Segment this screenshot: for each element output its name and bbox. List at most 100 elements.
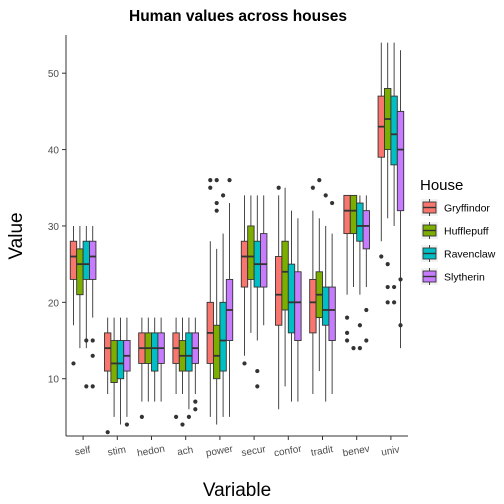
outlier-point — [90, 353, 95, 358]
legend-label: Hufflepuff — [444, 226, 489, 238]
y-axis: 10 20 30 40 50 — [48, 35, 67, 436]
x-tick-label: ach — [176, 445, 194, 459]
outlier-point — [344, 338, 350, 343]
box-ravenclaw — [356, 202, 364, 242]
box-ravenclaw — [287, 263, 296, 334]
outlier-point — [173, 414, 179, 420]
outlier-point — [214, 178, 219, 183]
outlier-point — [84, 384, 89, 389]
outlier-point — [90, 384, 95, 389]
x-tick-label: power — [205, 444, 234, 460]
box-slytherin — [396, 110, 405, 212]
outlier-point — [193, 399, 198, 404]
box-ravenclaw — [219, 301, 227, 372]
outlier-point — [221, 193, 226, 198]
x-tick-label: secur — [241, 444, 268, 459]
y-axis-title: Value — [6, 212, 27, 259]
box-gryffindor — [275, 256, 283, 326]
box-ravenclaw — [82, 240, 90, 280]
outlier-point — [357, 323, 363, 328]
outlier-point — [330, 200, 335, 206]
outlier-point — [351, 346, 356, 351]
outlier-point — [71, 361, 76, 366]
outlier-point — [385, 262, 390, 267]
box-hufflepuff — [213, 324, 221, 380]
box-slytherin — [362, 210, 370, 250]
outlier-point — [139, 414, 144, 420]
box-gryffindor — [309, 278, 317, 334]
outlier-point — [398, 323, 403, 328]
outlier-point — [84, 338, 89, 343]
box-slytherin — [260, 233, 268, 288]
box-slytherin — [89, 240, 97, 280]
outlier-point — [186, 414, 192, 420]
outlier-point — [344, 330, 350, 335]
legend: House Gryffindor Hufflepuff Ravenclaw Slyth… — [420, 177, 496, 285]
outlier-point — [208, 185, 213, 190]
outlier-point — [214, 208, 219, 213]
box-hufflepuff — [76, 248, 84, 296]
outlier-point — [90, 338, 95, 343]
outlier-point — [317, 178, 322, 183]
outlier-point — [364, 338, 369, 343]
outlier-point — [392, 300, 397, 305]
outlier-point — [193, 407, 198, 412]
legend-label: Ravenclaw — [444, 249, 496, 261]
box-ravenclaw — [185, 332, 193, 372]
outlier-point — [357, 346, 363, 351]
outlier-point — [364, 307, 369, 313]
box-hufflepuff — [349, 194, 358, 235]
box-gryffindor — [240, 240, 249, 288]
y-tick-label: 20 — [48, 298, 60, 309]
box-gryffindor — [343, 194, 351, 235]
outlier-point — [310, 185, 315, 190]
box-ravenclaw — [322, 286, 330, 326]
x-tick-label: stim — [107, 445, 127, 459]
outlier-point — [392, 284, 397, 290]
legend-label: Gryffindor — [444, 203, 490, 215]
box-slytherin — [294, 271, 302, 341]
outlier-point — [379, 254, 384, 259]
outlier-point — [255, 368, 260, 374]
box-gryffindor — [104, 332, 112, 372]
y-tick-label: 40 — [48, 146, 60, 157]
outlier-point — [385, 300, 390, 305]
box-hufflepuff — [247, 225, 255, 280]
outlier-point — [323, 193, 328, 198]
outlier-point — [398, 277, 403, 282]
x-axis: self stim hedon ach power secur confor tradit be… — [66, 435, 408, 460]
x-tick-label: tradit — [310, 444, 334, 459]
box-gryffindor — [69, 240, 78, 280]
outlier-point — [242, 361, 247, 366]
legend-label: Slytherin — [444, 272, 485, 284]
plot-area — [69, 42, 405, 435]
x-axis-title: Variable — [203, 480, 271, 501]
box-ravenclaw — [151, 332, 159, 372]
outlier-point — [255, 384, 260, 389]
y-tick-label: 30 — [48, 222, 60, 233]
outlier-point — [227, 178, 232, 183]
x-tick-label: benev — [342, 444, 371, 460]
legend-title: House — [420, 177, 463, 194]
x-tick-label: univ — [380, 445, 400, 459]
outlier-point — [124, 422, 130, 427]
box-ravenclaw — [390, 95, 398, 166]
box-hufflepuff — [110, 340, 118, 383]
outlier-point — [344, 315, 350, 320]
outlier-point — [214, 200, 219, 206]
y-tick-label: 10 — [48, 375, 60, 386]
chart-title: Human values across houses — [129, 8, 347, 25]
box-ravenclaw — [116, 340, 125, 380]
x-tick-label: confor — [273, 444, 303, 460]
outlier-point — [385, 284, 390, 290]
x-tick-label: self — [74, 445, 91, 459]
box-hufflepuff — [281, 240, 289, 311]
outlier-point — [276, 185, 281, 190]
outlier-point — [105, 430, 110, 435]
box-slytherin — [328, 286, 336, 341]
outlier-point — [180, 422, 185, 427]
x-tick-label: hedon — [136, 444, 165, 460]
outlier-point — [208, 178, 213, 183]
y-tick-label: 50 — [48, 69, 60, 80]
